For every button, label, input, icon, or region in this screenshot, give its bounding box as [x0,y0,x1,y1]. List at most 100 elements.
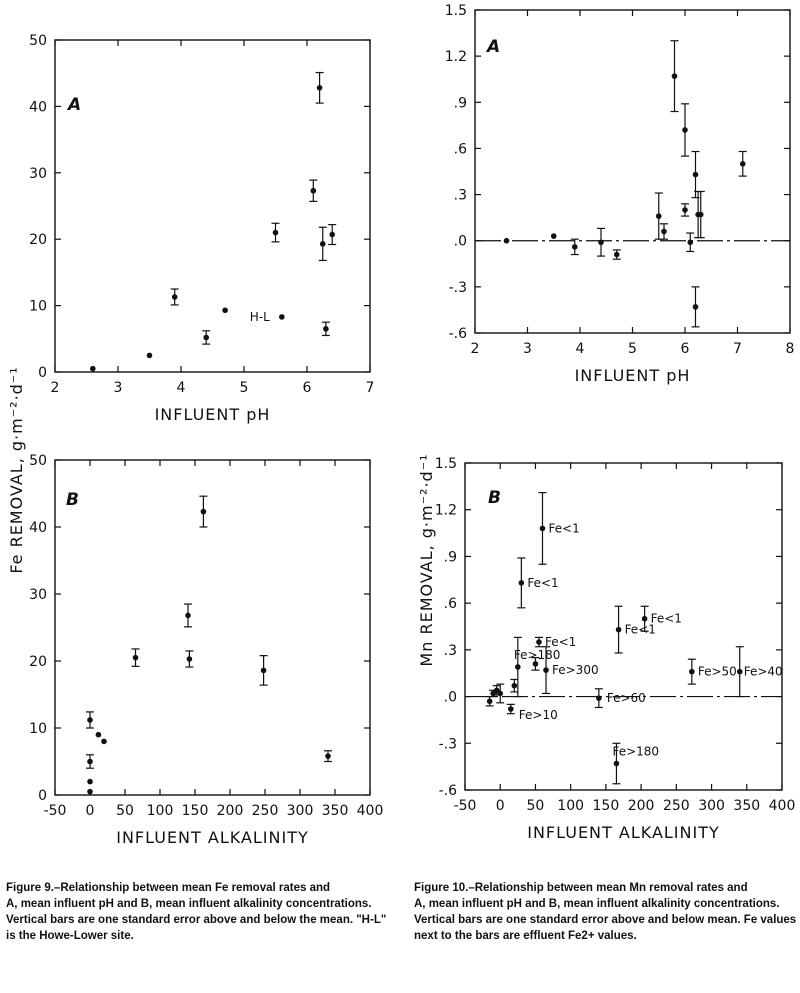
point-label: Fe<1 [625,623,656,637]
data-point [95,731,102,738]
data-point [202,330,211,345]
plot-frame [54,459,371,796]
x-tick-label: 0 [496,798,505,814]
point-marker [87,758,93,765]
point-marker [598,239,604,246]
x-tick-label: 4 [576,341,585,357]
point-marker [613,760,620,767]
data-point [185,650,194,668]
y-tick-label: 20 [29,232,47,248]
y-tick-label: 30 [29,587,47,603]
data-point [271,222,280,243]
x-tick-label: 7 [366,380,375,396]
point-marker [739,161,746,167]
data-point [87,778,93,785]
point-label: Fe>180 [612,745,659,759]
point-marker [697,211,704,218]
point-marker [613,251,620,258]
chart-fe-alk: -50 0 50 100 150 200 250 300 350 40001020304050IN… [29,453,383,847]
x-tick-label: -50 [454,798,477,814]
y-tick-label: 50 [29,453,47,469]
x-tick-label: 0 [86,803,95,819]
point-marker [571,244,578,250]
figure10-caption: Figure 10.–Relationship between mean Mn … [414,880,798,944]
y-tick-label: .6 [454,141,467,157]
data-point [670,40,679,113]
point-marker [87,778,93,785]
point-marker [507,706,514,712]
panel-letter: B [66,490,79,510]
x-tick-label: 5 [628,341,637,357]
y-tick-label: 1.2 [445,49,467,65]
data-point [324,750,332,763]
x-tick-label: 50 [527,798,545,814]
x-tick-label: 400 [357,803,384,819]
point-marker [171,294,178,300]
chart-mn-ph: 2 3 4 5 6 7 8 -.6 -.3 .0 .3 .6 .9 1.2 1.5 INFLUENT pH A [445,3,795,385]
point-marker [596,695,602,701]
data-point [321,321,330,337]
x-tick-label: 400 [769,798,796,814]
x-tick-label: 4 [177,380,186,396]
data-point [681,103,689,157]
x-tick-label: 150 [182,803,209,819]
data-point [738,150,747,177]
data-point [696,190,705,239]
data-point [184,603,192,628]
data-point: Fe>40 [735,646,783,698]
data-point: Fe<1 [614,605,656,654]
plot-frame [54,39,371,373]
panel-letter: A [66,95,81,115]
data-point: Fe>60 [594,688,646,709]
data-point [485,695,494,707]
point-marker [486,698,493,705]
chart-mn-alk: -50 0 50 100 150 200 250 300 350 400 -.6 -.3 .0 .3 .6.… [417,453,795,842]
figure9-caption-title: Figure 9.–Relationship between mean Fe r… [6,882,331,894]
y-tick-label: 20 [29,654,47,670]
point-marker [323,326,329,332]
data-point [86,711,94,729]
figure9-caption: Figure 9.–Relationship between mean Fe r… [6,880,390,944]
data-point [318,226,327,262]
point-marker [515,664,521,670]
point-marker [503,237,510,244]
data-point [686,232,695,253]
y-tick-label: 50 [29,33,47,49]
y-tick-label: -.3 [439,736,457,752]
y-tick-label: -.6 [449,326,468,342]
point-marker [655,213,662,219]
data-point [170,288,179,306]
data-point: Fe>50 [687,658,737,685]
y-tick-label: 10 [29,299,47,315]
data-point [570,238,579,256]
data-point [531,657,540,671]
data-point: Fe<1 [534,635,576,649]
x-tick-label: 350 [322,803,349,819]
point-label: Fe<1 [651,612,682,626]
data-point [87,788,93,795]
data-point [315,71,324,104]
x-axis-title: INFLUENT pH [575,366,691,385]
point-marker [536,639,542,645]
x-axis-title: INFLUENT ALKALINITY [527,823,720,842]
point-marker [689,668,695,675]
x-tick-label: 50 [116,803,134,819]
y-tick-label: .3 [444,643,457,659]
x-tick-label: -50 [44,803,67,819]
point-marker [329,231,336,238]
point-marker [222,307,228,314]
y-tick-label: .0 [454,234,467,250]
y-tick-label: 0 [38,365,47,381]
data-point [597,227,605,257]
data-point: Fe>180 [612,742,659,785]
y-axis-title: Mn REMOVAL, g·m⁻²·d⁻¹ [417,453,436,666]
point-marker [310,187,317,194]
point-marker [532,661,539,667]
x-tick-label: 7 [733,341,742,357]
y-tick-label: 1.5 [435,456,457,472]
x-tick-label: 2 [471,341,480,357]
point-marker [736,668,743,675]
point-marker [87,788,93,795]
x-tick-label: 3 [114,380,123,396]
